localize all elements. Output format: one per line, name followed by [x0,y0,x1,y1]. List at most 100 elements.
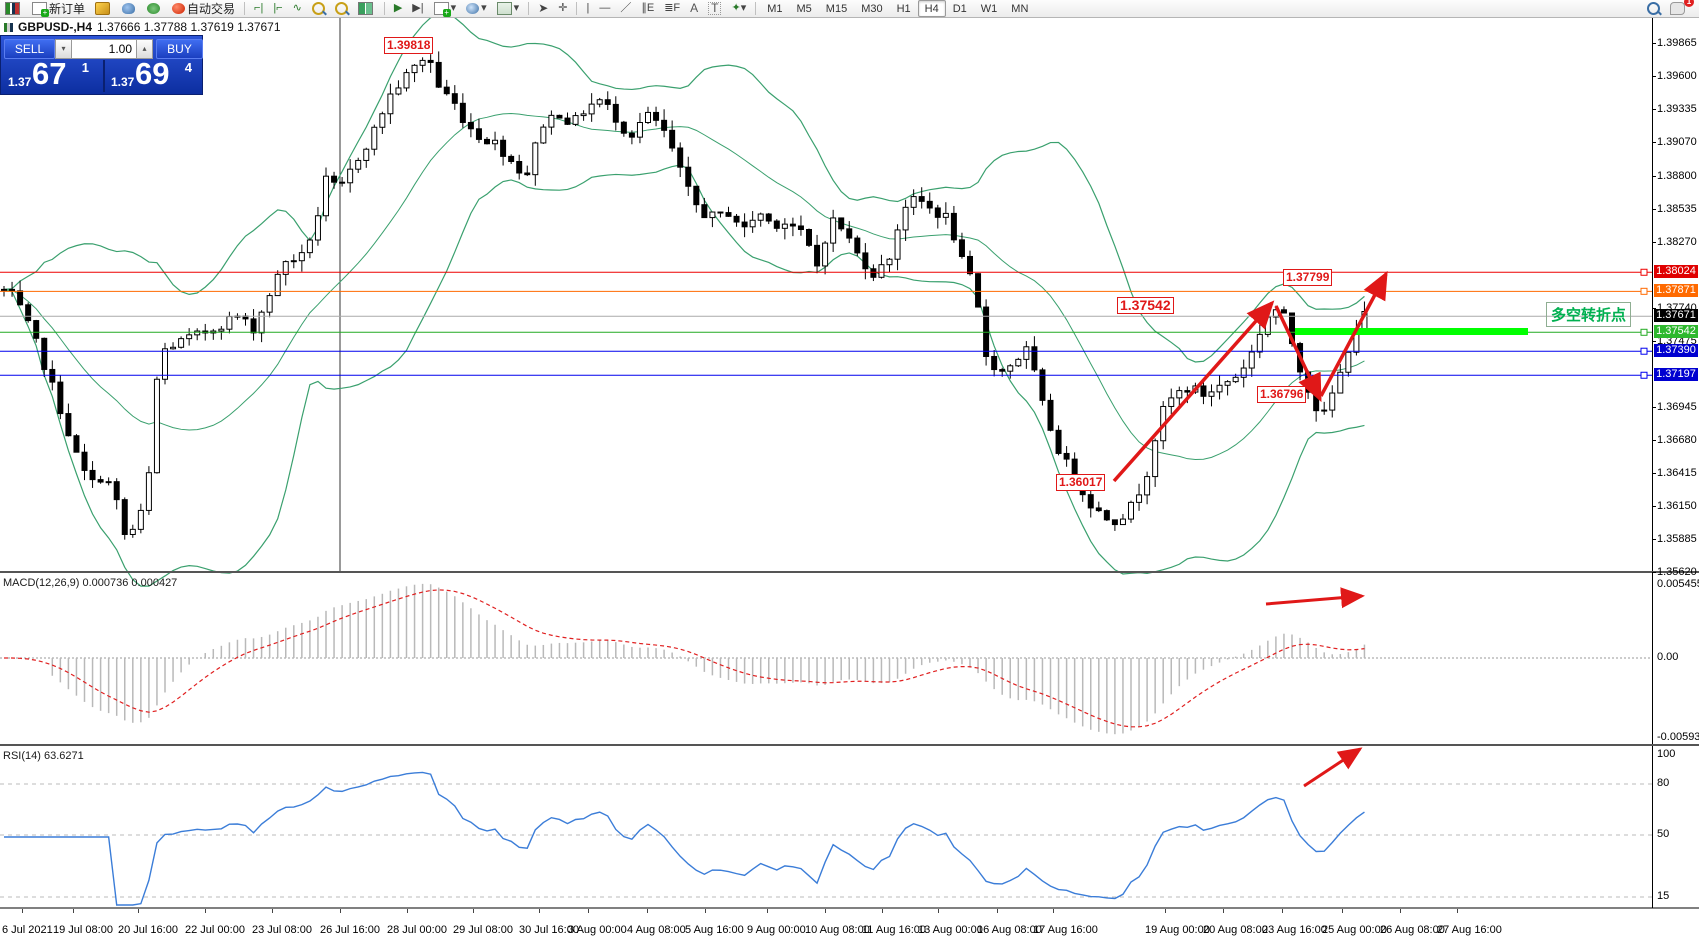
buy-price[interactable]: 1.37 69 4 [103,56,202,92]
autoscroll-icon: ▶ [393,2,403,14]
timeframe-button-w1[interactable]: W1 [980,2,998,15]
timeframe-button-m15[interactable]: M15 [825,2,848,15]
time-axis-tick [1400,909,1401,913]
periods-button[interactable]: ▾ [462,0,491,17]
text-tool-button[interactable]: A [686,0,702,17]
vline-icon: | [586,2,590,14]
zoom-in-button[interactable] [308,0,329,17]
toolbar: + 新订单 自动交易 ⌐| |⌐ ∿ ▶ ▶| + ▾ ▾ ▾ ➤ ✛ | — ／… [0,0,1699,18]
time-axis-label: 26 Aug 08:00 [1380,924,1445,936]
price-tick-label: 1.35885 [1652,532,1697,545]
tile-windows-icon [357,2,373,15]
time-axis-tick [767,909,768,913]
time-axis-label: 22 Jul 00:00 [185,924,245,936]
volume-up-button[interactable]: ▴ [136,39,153,59]
time-axis-tick [938,909,939,913]
hline-tool-button[interactable]: — [595,0,614,17]
bar-chart-button[interactable]: ⌐| [250,0,267,17]
crosshair-button[interactable]: ✛ [554,0,571,17]
alerts-button[interactable] [143,0,166,17]
community-button[interactable] [118,0,141,17]
clock-icon [466,3,480,14]
buy-price-big: 69 [135,56,170,91]
line-chart-icon: ∿ [292,2,302,14]
price-tick-label: 1.39335 [1652,103,1697,115]
buy-button[interactable]: BUY [156,39,203,59]
vline-tool-button[interactable]: | [582,0,593,17]
bucket-icon [95,2,111,15]
sell-price-prefix: 1.37 [8,75,32,89]
price-tick-label: 1.39070 [1652,136,1697,148]
time-axis-label: 19 Jul 08:00 [53,924,113,936]
timeframe-button-d1[interactable]: D1 [952,2,967,15]
price-annotation[interactable]: 1.36796 [1257,386,1307,403]
price-annotation[interactable]: 1.37799 [1283,269,1333,286]
time-axis-label: 16 Aug 08:00 [977,924,1042,936]
templates-button[interactable]: ▾ [493,0,524,17]
sell-price-big: 67 [32,56,67,91]
note-box[interactable]: 多空转折点 [1546,302,1632,327]
fibonacci-tool-button[interactable]: ≣F [660,0,684,17]
sell-button[interactable]: SELL [4,39,55,59]
sell-price[interactable]: 1.37 67 1 [2,56,99,92]
time-axis-label: 10 Aug 08:00 [805,924,870,936]
price-annotation[interactable]: 1.39818 [384,37,434,54]
price-tick-label: 1.36680 [1652,433,1697,446]
time-axis-tick [997,909,998,913]
label-tool-icon: T [708,2,722,15]
timeframe-button-m1[interactable]: M1 [767,2,783,15]
time-axis-tick [825,909,826,913]
time-axis-tick [340,909,341,913]
volume-down-button[interactable]: ▾ [55,39,72,59]
text-tool-icon: A [690,1,699,15]
bar-chart-icon: ⌐| [254,2,264,14]
channel-tool-button[interactable]: ∥E [637,0,658,17]
charts-icon[interactable] [1,0,26,17]
tile-windows-button[interactable] [354,0,379,17]
search-button[interactable] [1643,0,1664,17]
shapes-icon: ✦ [731,2,741,14]
time-axis-label: 25 Aug 00:00 [1322,924,1387,936]
time-axis-label: 23 Jul 08:00 [252,924,312,936]
chart-shift-button[interactable]: ▶| [408,0,427,17]
time-axis-label: 11 Aug 16:00 [862,924,927,936]
time-axis-label: 27 Aug 16:00 [1437,924,1502,936]
time-axis-label: 29 Jul 08:00 [453,924,513,936]
new-order-button[interactable]: + 新订单 [28,0,89,17]
cursor-button[interactable]: ➤ [534,0,552,17]
autoscroll-button[interactable]: ▶ [390,0,406,17]
volume-input[interactable]: 1.00 [72,39,136,59]
channel-icon: ∥E [641,2,655,14]
time-axis-label: 9 Aug 00:00 [747,924,806,936]
indicators-button[interactable]: + ▾ [430,0,461,17]
time-axis-label: 28 Jul 00:00 [387,924,447,936]
dropdown-arrow-icon: ▾ [740,2,747,14]
styles-button[interactable] [91,0,116,17]
autotrade-button[interactable]: 自动交易 [168,0,239,17]
zoom-out-button[interactable] [331,0,352,17]
shapes-tool-button[interactable]: ✦ ▾ [727,0,750,17]
time-axis-label: 5 Aug 16:00 [685,924,744,936]
time-axis-label: 19 Aug 00:00 [1145,924,1210,936]
time-axis-label: 3 Aug 00:00 [568,924,627,936]
timeframe-button-mn[interactable]: MN [1011,2,1029,15]
timeframe-button-m30[interactable]: M30 [861,2,883,15]
price-annotation[interactable]: 1.36017 [1056,474,1106,491]
trendline-tool-button[interactable]: ／ [616,0,635,17]
label-tool-button[interactable]: T [704,0,725,17]
notifications-button[interactable]: 1 [1666,0,1694,17]
timeframe-button-h4[interactable]: H4 [917,0,946,17]
candle-chart-button[interactable]: |⌐ [269,0,286,17]
time-axis-tick [473,909,474,913]
line-chart-button[interactable]: ∿ [289,0,306,17]
symbol-name: GBPUSD-,H4 [18,20,93,34]
price-level-tag: 1.37871 [1654,284,1698,298]
indicators-icon: + [433,2,451,17]
time-axis-tick [705,909,706,913]
trendline-icon: ／ [620,2,632,14]
timeframe-button-m5[interactable]: M5 [796,2,812,15]
time-axis-label: 20 Jul 16:00 [118,924,178,936]
timeframe-button-h1[interactable]: H1 [896,2,911,15]
price-annotation[interactable]: 1.37542 [1117,297,1174,314]
